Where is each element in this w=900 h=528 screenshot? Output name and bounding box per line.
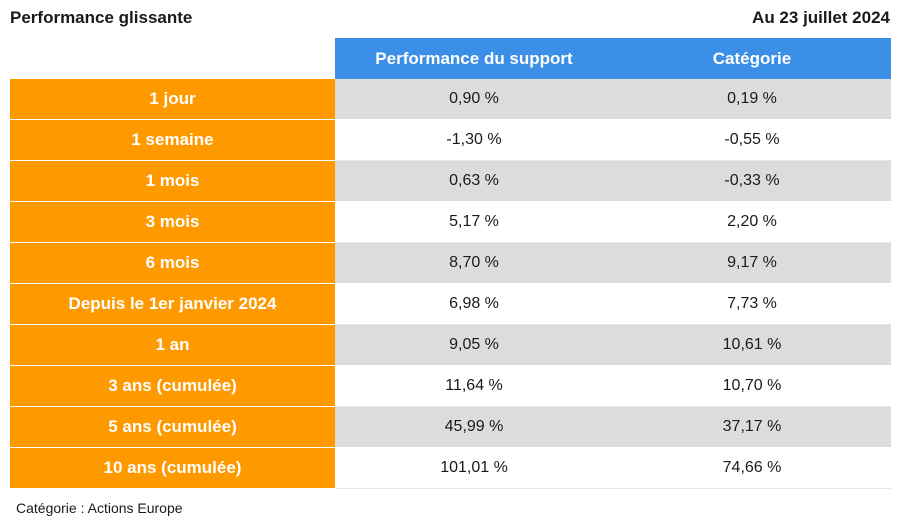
period-label: 3 ans (cumulée)	[10, 365, 335, 407]
category-value: 2,20 %	[613, 201, 891, 243]
page-title: Performance glissante	[10, 8, 193, 27]
support-value: 11,64 %	[335, 365, 613, 407]
category-value: 7,73 %	[613, 283, 891, 325]
support-value: 0,90 %	[335, 79, 613, 120]
support-value: 8,70 %	[335, 242, 613, 284]
category-value: 37,17 %	[613, 406, 891, 448]
period-label: 1 an	[10, 324, 335, 366]
as-of-date: Au 23 juillet 2024	[752, 8, 890, 27]
table-row: 3 mois 5,17 % 2,20 %	[10, 201, 891, 243]
table-row: 1 jour 0,90 % 0,19 %	[10, 79, 891, 120]
category-value: 10,61 %	[613, 324, 891, 366]
category-value: 0,19 %	[613, 79, 891, 120]
table-row: 1 an 9,05 % 10,61 %	[10, 324, 891, 366]
category-value: -0,55 %	[613, 119, 891, 161]
table-header-row: Performance du support Catégorie	[10, 38, 891, 79]
period-label: 1 jour	[10, 79, 335, 120]
category-value: 9,17 %	[613, 242, 891, 284]
period-label: 5 ans (cumulée)	[10, 406, 335, 448]
table-row: 6 mois 8,70 % 9,17 %	[10, 242, 891, 284]
period-label: 10 ans (cumulée)	[10, 447, 335, 489]
table-row: 1 mois 0,63 % -0,33 %	[10, 160, 891, 202]
category-value: 74,66 %	[613, 447, 891, 489]
support-value: 6,98 %	[335, 283, 613, 325]
support-value: -1,30 %	[335, 119, 613, 161]
table-row: 10 ans (cumulée) 101,01 % 74,66 %	[10, 447, 891, 489]
period-label: 1 mois	[10, 160, 335, 202]
support-value: 101,01 %	[335, 447, 613, 489]
column-header-support: Performance du support	[335, 38, 613, 79]
support-value: 45,99 %	[335, 406, 613, 448]
category-value: 10,70 %	[613, 365, 891, 407]
column-header-category: Catégorie	[613, 38, 891, 79]
table-row: Depuis le 1er janvier 2024 6,98 % 7,73 %	[10, 283, 891, 325]
period-label: 6 mois	[10, 242, 335, 284]
performance-table: Performance du support Catégorie 1 jour 0…	[10, 38, 891, 489]
period-label: Depuis le 1er janvier 2024	[10, 283, 335, 325]
table-row: 3 ans (cumulée) 11,64 % 10,70 %	[10, 365, 891, 407]
category-value: -0,33 %	[613, 160, 891, 202]
table-row: 1 semaine -1,30 % -0,55 %	[10, 119, 891, 161]
support-value: 9,05 %	[335, 324, 613, 366]
table-row: 5 ans (cumulée) 45,99 % 37,17 %	[10, 406, 891, 448]
column-header-blank	[10, 38, 335, 79]
footnote: Catégorie : Actions Europe	[16, 500, 183, 516]
title-bar: Performance glissante Au 23 juillet 2024	[10, 4, 890, 32]
support-value: 0,63 %	[335, 160, 613, 202]
period-label: 3 mois	[10, 201, 335, 243]
support-value: 5,17 %	[335, 201, 613, 243]
period-label: 1 semaine	[10, 119, 335, 161]
